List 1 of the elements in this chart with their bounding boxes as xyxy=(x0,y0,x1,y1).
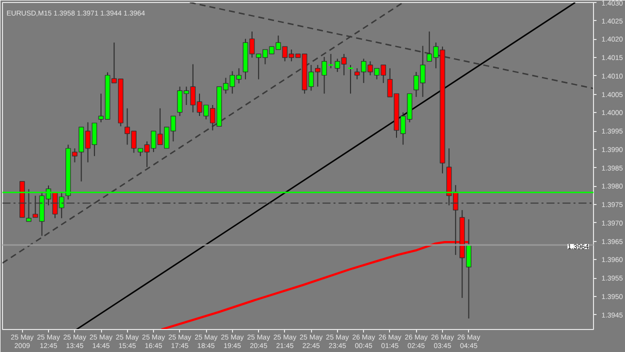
candlestick xyxy=(347,64,354,94)
